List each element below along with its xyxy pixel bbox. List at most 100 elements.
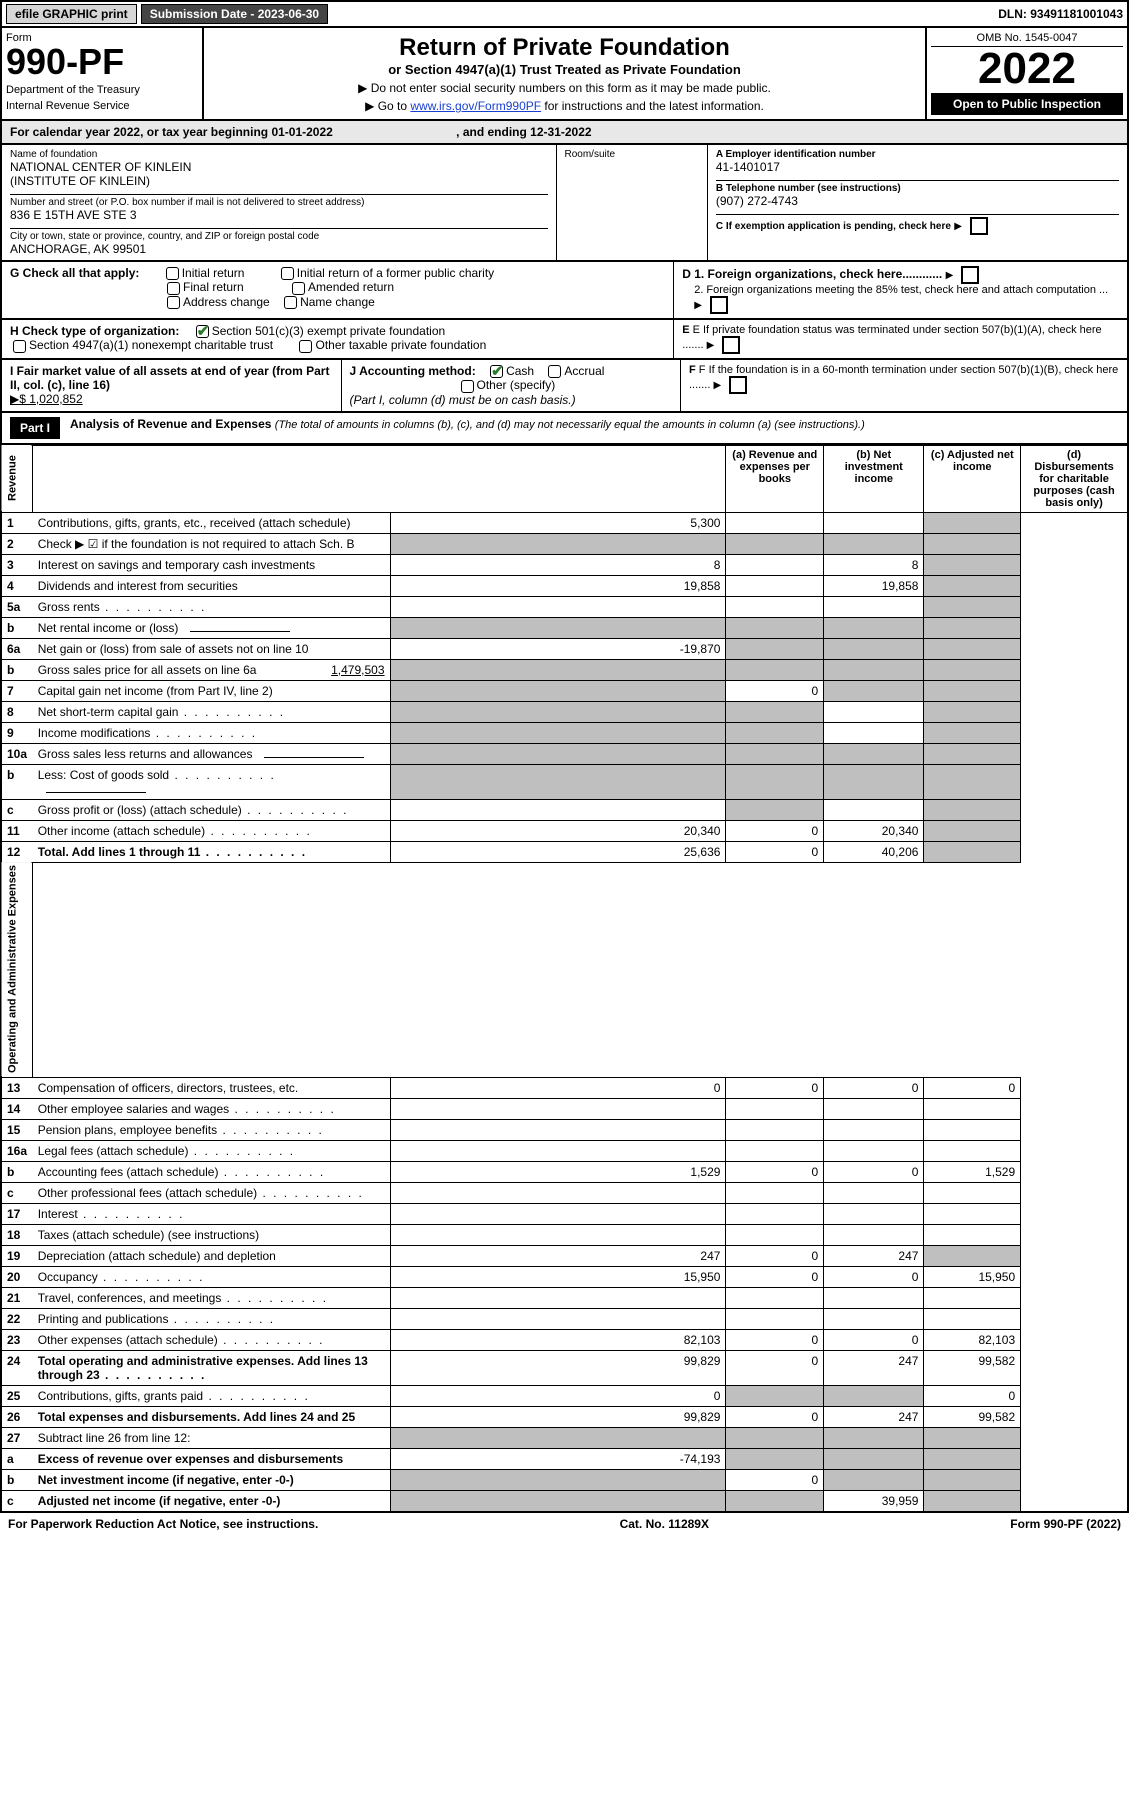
d2-checkbox[interactable] (710, 296, 728, 314)
table-row: 10aGross sales less returns and allowanc… (1, 743, 1128, 764)
table-row: 22Printing and publications (1, 1308, 1128, 1329)
table-row: aExcess of revenue over expenses and dis… (1, 1448, 1128, 1469)
table-row: 7Capital gain net income (from Part IV, … (1, 680, 1128, 701)
table-row: 6aNet gain or (loss) from sale of assets… (1, 638, 1128, 659)
table-row: 13Compensation of officers, directors, t… (1, 1077, 1128, 1098)
vlabel-expenses: Operating and Administrative Expenses (1, 862, 33, 1077)
table-row: 21Travel, conferences, and meetings (1, 1287, 1128, 1308)
dln: DLN: 93491181001043 (998, 7, 1123, 21)
f-checkbox[interactable] (729, 376, 747, 394)
submission-chip: Submission Date - 2023-06-30 (141, 4, 328, 24)
chk-amended[interactable] (292, 282, 305, 295)
table-row: 16aLegal fees (attach schedule) (1, 1140, 1128, 1161)
table-row: cGross profit or (loss) (attach schedule… (1, 799, 1128, 820)
chk-4947[interactable] (13, 340, 26, 353)
table-row: bLess: Cost of goods sold (1, 764, 1128, 799)
table-row: 19Depreciation (attach schedule) and dep… (1, 1245, 1128, 1266)
foundation-name: NATIONAL CENTER OF KINLEIN (INSTITUTE OF… (10, 160, 548, 188)
e-checkbox[interactable] (722, 336, 740, 354)
chk-501c3[interactable] (196, 325, 209, 338)
table-row: cOther professional fees (attach schedul… (1, 1182, 1128, 1203)
c-label: C If exemption application is pending, c… (716, 221, 951, 232)
chk-final[interactable] (167, 282, 180, 295)
table-row: 27Subtract line 26 from line 12: (1, 1427, 1128, 1448)
table-row: bAccounting fees (attach schedule)1,5290… (1, 1161, 1128, 1182)
open-inspection: Open to Public Inspection (931, 93, 1123, 115)
table-row: 24Total operating and administrative exp… (1, 1350, 1128, 1385)
dept: Department of the Treasury (6, 84, 198, 96)
footer-right: Form 990-PF (2022) (1010, 1517, 1121, 1531)
i-value: ▶$ 1,020,852 (10, 392, 83, 406)
c-checkbox[interactable] (970, 217, 988, 235)
note-goto: ▶ Go to www.irs.gov/Form990PF for instru… (210, 99, 919, 113)
table-row: 1Contributions, gifts, grants, etc., rec… (1, 512, 1128, 533)
efile-chip[interactable]: efile GRAPHIC print (6, 4, 137, 24)
table-row: 26Total expenses and disbursements. Add … (1, 1406, 1128, 1427)
ein: 41-1401017 (716, 160, 1119, 174)
col-d: (d) Disbursements for charitable purpose… (1021, 445, 1128, 512)
table-row: 3Interest on savings and temporary cash … (1, 554, 1128, 575)
footer-mid: Cat. No. 11289X (620, 1517, 709, 1531)
g-d-row: G Check all that apply: Initial return I… (0, 262, 1129, 320)
form-subtitle: or Section 4947(a)(1) Trust Treated as P… (210, 62, 919, 77)
i-label: I Fair market value of all assets at end… (10, 364, 329, 392)
table-row: 18Taxes (attach schedule) (see instructi… (1, 1224, 1128, 1245)
form990pf-link[interactable]: www.irs.gov/Form990PF (410, 99, 541, 113)
chk-accrual[interactable] (548, 365, 561, 378)
g-label: G Check all that apply: (10, 266, 139, 280)
phone: (907) 272-4743 (716, 194, 1119, 208)
chk-initial[interactable] (166, 267, 179, 280)
part1-paren: (The total of amounts in columns (b), (c… (275, 419, 865, 431)
d1-label: D 1. Foreign organizations, check here..… (682, 267, 942, 281)
table-row: 8Net short-term capital gain (1, 701, 1128, 722)
name-label: Name of foundation (10, 149, 548, 160)
chk-other-taxable[interactable] (299, 340, 312, 353)
col-b: (b) Net investment income (824, 445, 924, 512)
part1-table: Revenue (a) Revenue and expenses per boo… (0, 445, 1129, 1513)
tax-year: 2022 (931, 47, 1123, 91)
h-e-row: H Check type of organization: Section 50… (0, 320, 1129, 360)
table-row: 5aGross rents (1, 596, 1128, 617)
chk-name[interactable] (284, 296, 297, 309)
table-row: bNet investment income (if negative, ent… (1, 1469, 1128, 1490)
table-row: bNet rental income or (loss) (1, 617, 1128, 638)
table-row: cAdjusted net income (if negative, enter… (1, 1490, 1128, 1512)
table-row: 4Dividends and interest from securities1… (1, 575, 1128, 596)
d1-checkbox[interactable] (961, 266, 979, 284)
j-label: J Accounting method: (350, 364, 476, 378)
table-row: bGross sales price for all assets on lin… (1, 659, 1128, 680)
ein-label: A Employer identification number (716, 149, 1119, 160)
addr-label: Number and street (or P.O. box number if… (10, 197, 548, 208)
chk-cash[interactable] (490, 365, 503, 378)
footer: For Paperwork Reduction Act Notice, see … (0, 1513, 1129, 1535)
col-a: (a) Revenue and expenses per books (726, 445, 824, 512)
room-label: Room/suite (565, 149, 699, 160)
id-block: Name of foundation NATIONAL CENTER OF KI… (0, 145, 1129, 262)
chk-initial-former[interactable] (281, 267, 294, 280)
city-label: City or town, state or province, country… (10, 231, 548, 242)
part1-title: Analysis of Revenue and Expenses (70, 417, 271, 431)
table-row: 12Total. Add lines 1 through 1125,636040… (1, 841, 1128, 862)
j-note: (Part I, column (d) must be on cash basi… (350, 393, 576, 407)
top-bar: efile GRAPHIC print Submission Date - 20… (0, 0, 1129, 28)
street-address: 836 E 15TH AVE STE 3 (10, 208, 548, 222)
note-ssn: ▶ Do not enter social security numbers o… (210, 81, 919, 95)
footer-left: For Paperwork Reduction Act Notice, see … (8, 1517, 318, 1531)
f-label: F If the foundation is in a 60-month ter… (689, 364, 1118, 391)
col-c: (c) Adjusted net income (924, 445, 1021, 512)
part1-header: Part I Analysis of Revenue and Expenses … (0, 413, 1129, 445)
table-row: 23Other expenses (attach schedule)82,103… (1, 1329, 1128, 1350)
table-row: 20Occupancy15,9500015,950 (1, 1266, 1128, 1287)
chk-address[interactable] (167, 296, 180, 309)
table-row: 2Check ▶ ☑ if the foundation is not requ… (1, 533, 1128, 554)
form-number: 990-PF (6, 44, 198, 80)
table-row: 15Pension plans, employee benefits (1, 1119, 1128, 1140)
chk-other-method[interactable] (461, 380, 474, 393)
h-label: H Check type of organization: (10, 324, 179, 338)
e-label: E If private foundation status was termi… (682, 324, 1101, 351)
table-row: 14Other employee salaries and wages (1, 1098, 1128, 1119)
phone-label: B Telephone number (see instructions) (716, 183, 1119, 194)
calendar-year-line: For calendar year 2022, or tax year begi… (0, 121, 1129, 145)
form-header: Form 990-PF Department of the Treasury I… (0, 28, 1129, 121)
form-title: Return of Private Foundation (210, 34, 919, 62)
